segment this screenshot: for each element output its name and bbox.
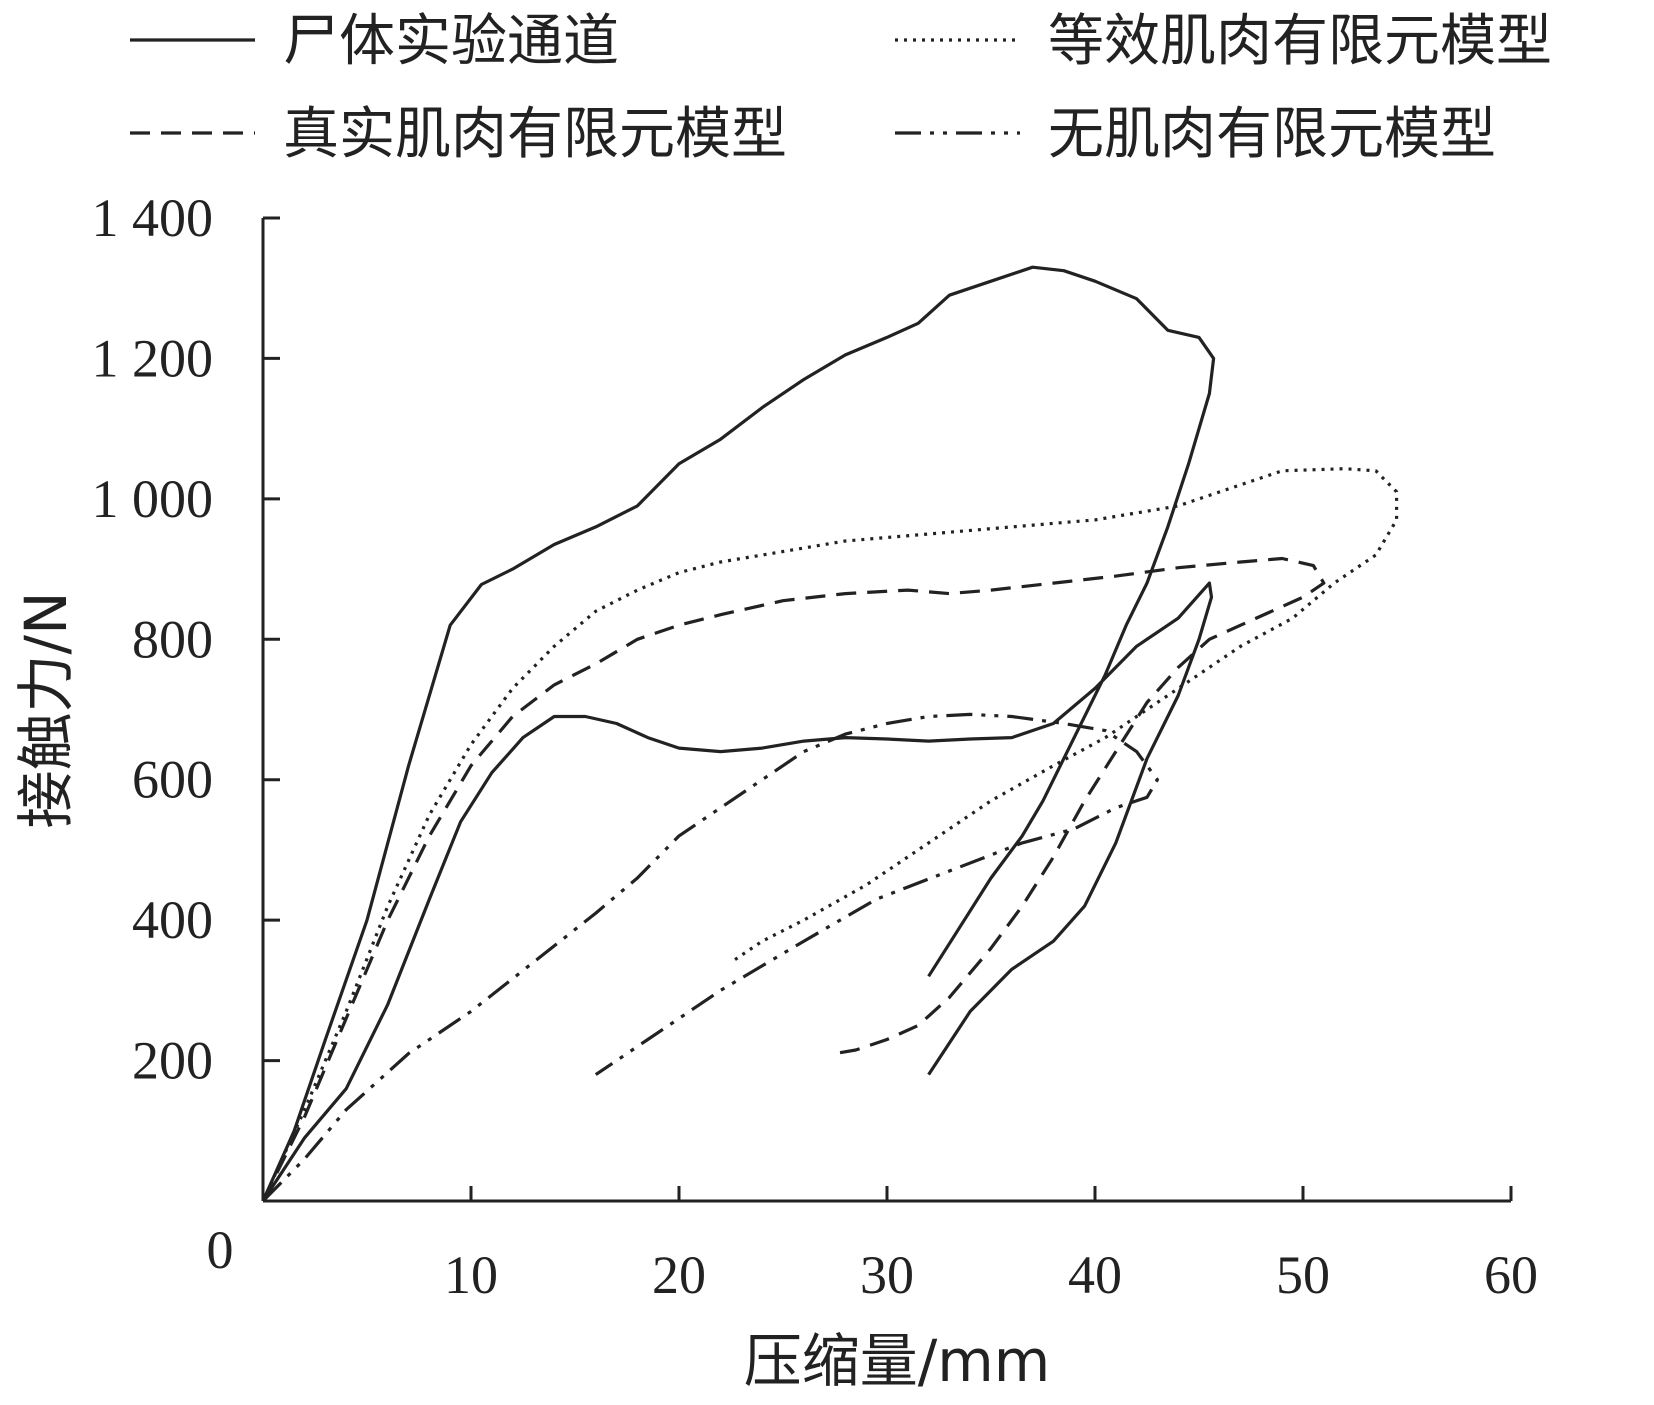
x-tick-label: 10 [444,1245,498,1305]
series-line-3 [261,556,1326,1202]
x-tick-label: 30 [860,1245,914,1305]
y-tick-label: 200 [132,1031,213,1091]
series-line-1 [261,265,1216,1202]
legend-item-3: 真实肌肉有限元模型 [130,102,787,167]
y-tick-label: 800 [132,609,213,669]
axes [261,218,1511,1203]
x-tick-label: 50 [1276,1245,1330,1305]
x-tick-label: 40 [1068,1245,1122,1305]
x-tick-label: 60 [1484,1245,1538,1305]
legend-label-2: 等效肌肉有限元模型 [1048,9,1552,74]
origin-label: 0 [207,1220,234,1280]
series-line-4 [261,712,1159,1203]
x-axis-title: 压缩量/mm [744,1327,1051,1395]
legend-label-4: 无肌肉有限元模型 [1048,102,1496,167]
y-tick-label: 1 400 [92,188,214,248]
series-layer [261,265,1399,1203]
y-axis-title: 接触力/N [12,592,80,829]
ticks: 10 20 30 40 50 60 200 400 600 800 1 000 1 200 1 400 [92,188,1539,1305]
legend-label-3: 真实肌肉有限元模型 [283,102,787,167]
legend-item-2: 等效肌肉有限元模型 [895,9,1552,74]
legend-item-4: 无肌肉有限元模型 [895,102,1496,167]
y-tick-label: 400 [132,890,213,950]
y-tick-label: 1 000 [92,469,214,529]
series-line-2 [261,467,1399,1202]
y-tick-label: 1 200 [92,328,214,388]
y-tick-label: 600 [132,750,213,810]
legend-item-1: 尸体实验通道 [130,9,619,74]
legend-label-1: 尸体实验通道 [283,9,619,74]
x-tick-label: 20 [652,1245,706,1305]
